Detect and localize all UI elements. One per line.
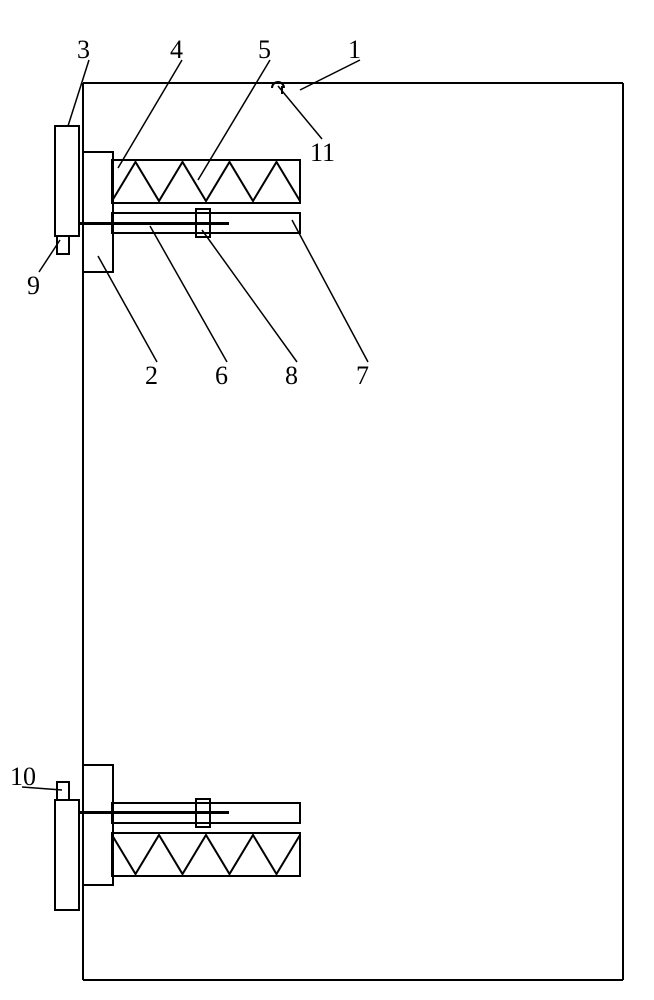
- technical-diagram: 1 3 4 5 11 9 2 6 8 7 10: [0, 0, 654, 1000]
- label-7: 7: [356, 361, 369, 390]
- label-2: 2: [145, 361, 158, 390]
- label-6: 6: [215, 361, 228, 390]
- label-9: 9: [27, 271, 40, 300]
- label-3: 3: [77, 35, 90, 64]
- label-1: 1: [348, 35, 361, 64]
- label-8: 8: [285, 361, 298, 390]
- label-4: 4: [170, 35, 183, 64]
- label-10: 10: [10, 762, 36, 791]
- label-11: 11: [310, 138, 335, 167]
- label-5: 5: [258, 35, 271, 64]
